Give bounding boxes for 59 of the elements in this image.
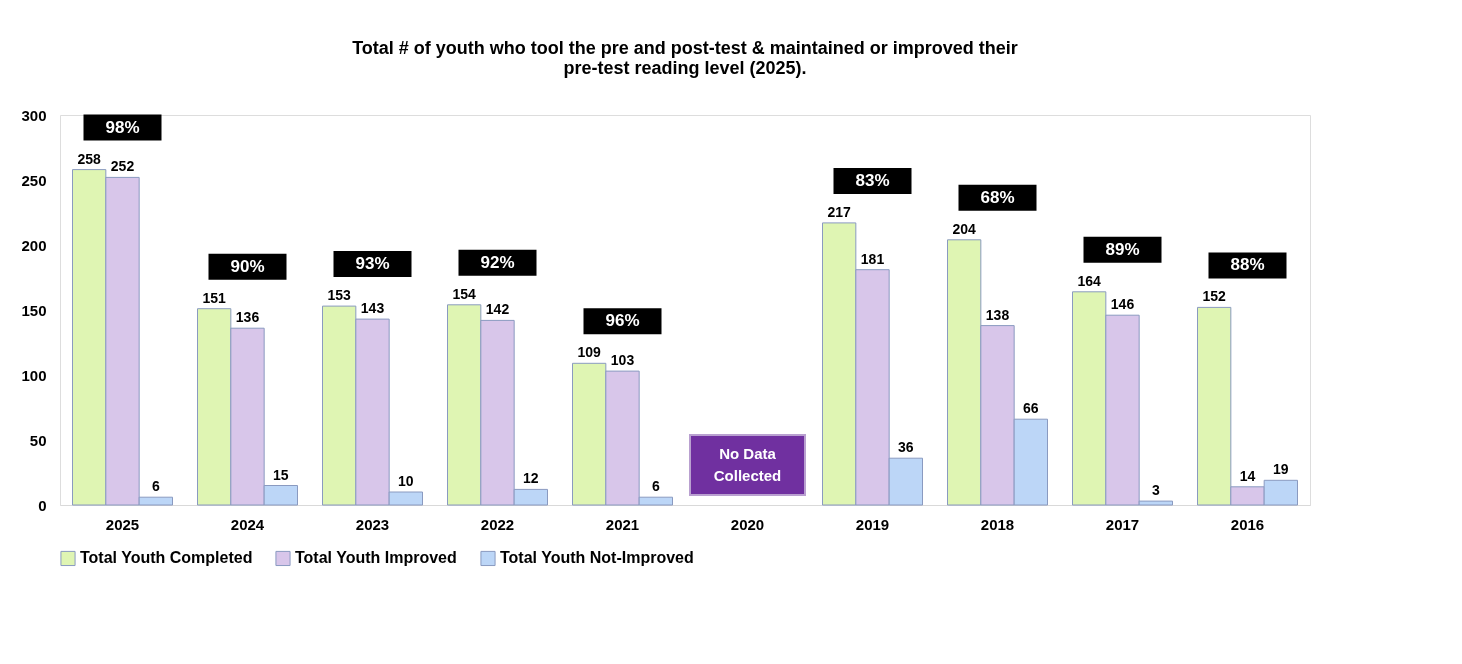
x-tick-label: 2020	[730, 515, 765, 533]
data-label: 142	[485, 301, 510, 318]
annotation: 96%	[605, 311, 640, 331]
data-label: 6	[651, 478, 660, 495]
data-label: 138	[985, 306, 1010, 323]
x-tick-label: 2019	[855, 515, 890, 533]
y-tick-label: 0	[38, 496, 47, 514]
data-label: 15	[273, 466, 289, 483]
data-label: 258	[77, 150, 102, 167]
y-tick-label: 150	[21, 301, 47, 319]
data-label: 153	[327, 287, 352, 304]
data-label: 152	[1202, 288, 1227, 305]
data-label: 14	[1239, 467, 1256, 484]
y-tick-label: 250	[21, 171, 47, 189]
annotation: 98%	[105, 117, 140, 137]
x-tick-label: 2021	[605, 515, 640, 533]
data-label: 143	[360, 300, 385, 317]
data-label: 164	[1077, 272, 1102, 289]
legend-label: Total Youth Completed	[80, 549, 253, 567]
data-label: 10	[398, 473, 414, 489]
x-tick-label: 2024	[230, 515, 265, 533]
annotation: No Data Collected	[713, 445, 782, 484]
text: pre-test reading level (2025).	[563, 58, 807, 78]
data-label: 103	[610, 352, 635, 369]
data-label: 217	[827, 203, 852, 220]
data-label: 154	[452, 285, 477, 302]
x-tick-label: 2025	[105, 515, 140, 533]
x-tick-label: 2016	[1230, 515, 1265, 533]
text: Total # of youth who tool the pre and post-test & maintained or improved their	[352, 38, 1018, 58]
annotation: 89%	[1105, 239, 1140, 259]
data-label: 181	[860, 250, 885, 267]
data-label: 136	[235, 309, 260, 326]
data-label: 6	[151, 478, 160, 495]
annotation: 88%	[1230, 255, 1265, 275]
x-tick-label: 2022	[480, 515, 515, 533]
annotation: 83%	[855, 170, 890, 190]
annotation: 92%	[480, 252, 515, 272]
data-label: 12	[523, 470, 539, 487]
data-label: 146	[1110, 296, 1135, 313]
y-tick-label: 50	[29, 431, 47, 449]
y-tick-label: 300	[21, 106, 47, 124]
data-label: 109	[577, 344, 602, 361]
x-tick-label: 2023	[355, 515, 390, 533]
x-tick-label: 2017	[1105, 515, 1140, 533]
y-tick-label: 100	[21, 366, 47, 384]
annotation: 68%	[980, 187, 1015, 207]
data-label: 3	[1151, 482, 1160, 499]
legend-label: Total Youth Improved	[295, 549, 457, 567]
annotation: 90%	[230, 256, 265, 276]
legend-label: Total Youth Not-Improved	[500, 549, 694, 567]
data-label: 151	[202, 289, 227, 306]
data-label: 19	[1273, 461, 1289, 478]
annotation: 93%	[355, 254, 390, 274]
data-label: 36	[898, 439, 914, 456]
data-label: 66	[1023, 400, 1039, 417]
x-tick-label: 2018	[980, 515, 1015, 533]
data-label: 204	[952, 220, 977, 237]
y-tick-label: 200	[21, 236, 47, 254]
data-label: 252	[110, 158, 135, 175]
